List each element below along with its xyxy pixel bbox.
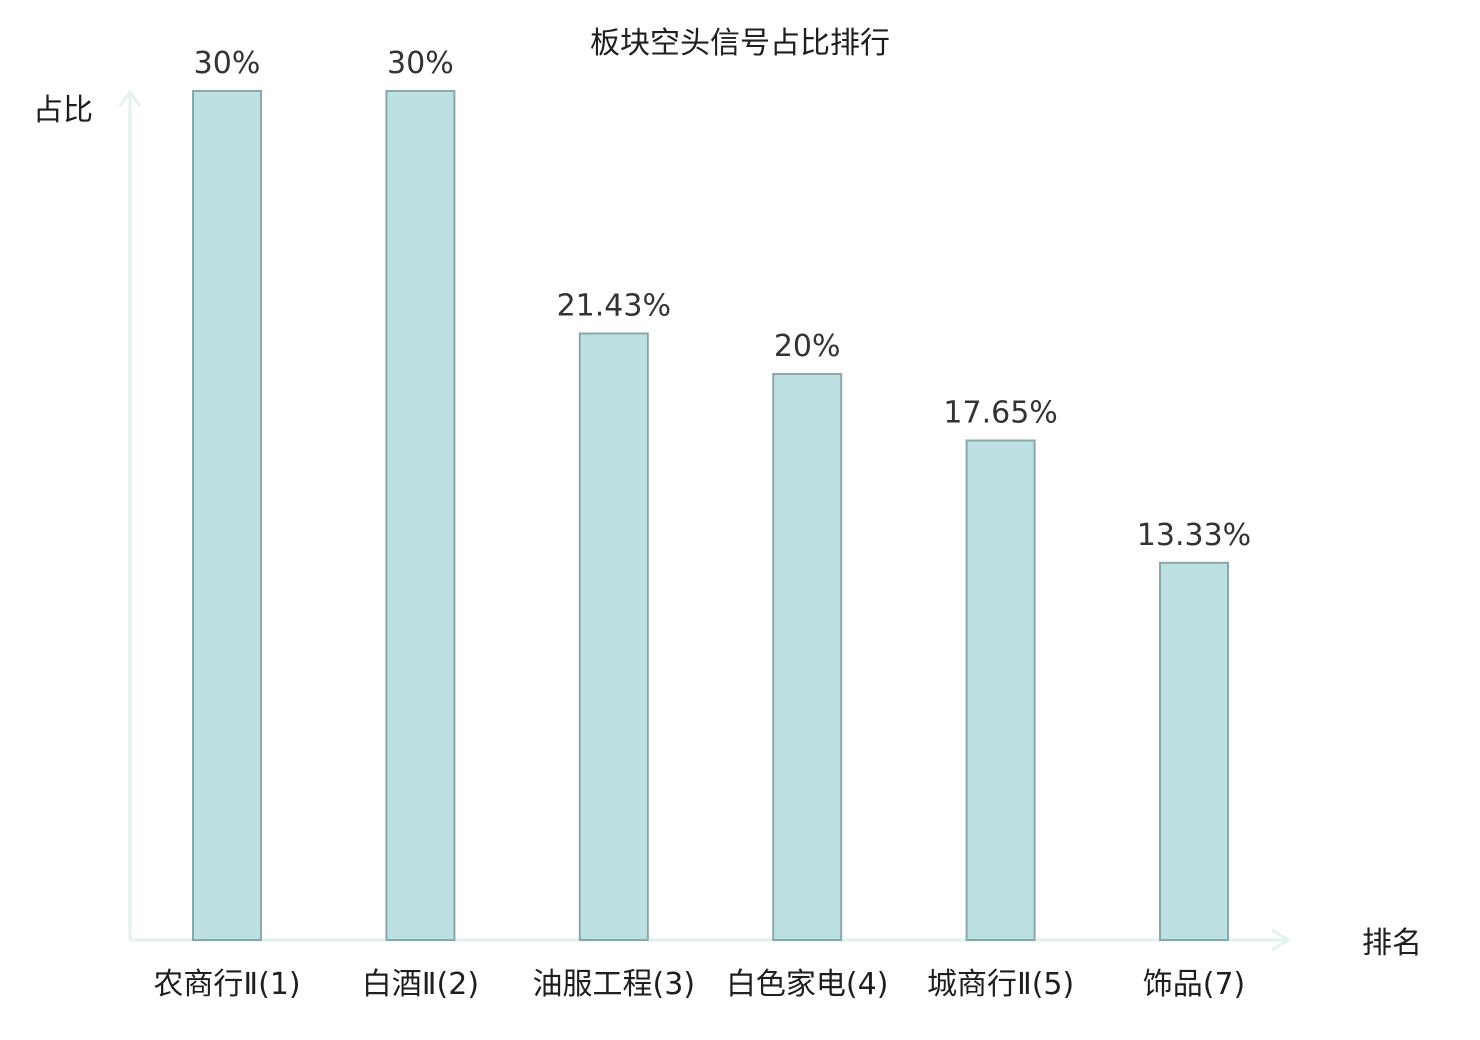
y-axis-label: 占比: [33, 93, 93, 128]
chart-title: 板块空头信号占比排行: [590, 26, 890, 61]
category-labels: 农商行Ⅱ(1) 白酒Ⅱ(2) 油服工程(3) 白色家电(4) 城商行Ⅱ(5) 饰品(7): [153, 967, 1245, 1002]
bar-value-label: 21.43%: [557, 289, 671, 324]
axes: [118, 89, 1291, 952]
bar-value-label: 30%: [387, 46, 454, 81]
x-tick-label: 饰品(7): [1143, 967, 1246, 1002]
x-axis-arrow: [1271, 928, 1291, 952]
x-axis-label: 排名: [1362, 926, 1422, 961]
x-tick-label: 城商行Ⅱ(5): [927, 967, 1074, 1002]
bar: [192, 90, 262, 941]
bar: [385, 90, 456, 941]
x-tick-label: 白色家电(4): [726, 967, 889, 1002]
bar-value-label: 17.65%: [943, 396, 1057, 431]
bar: [965, 439, 1036, 941]
x-tick-label: 农商行Ⅱ(1): [153, 967, 300, 1002]
bar-value-label: 13.33%: [1137, 518, 1251, 553]
y-axis-arrow: [118, 89, 142, 107]
bar: [1159, 561, 1229, 941]
bar: [772, 373, 843, 941]
bar-value-label: 20%: [774, 329, 841, 364]
x-tick-label: 油服工程(3): [533, 967, 696, 1002]
bars: [192, 90, 1229, 941]
bar-value-label: 30%: [194, 46, 261, 81]
value-labels: 30% 30% 21.43% 20% 17.65% 13.33%: [194, 46, 1252, 553]
bar: [578, 332, 649, 941]
x-tick-label: 白酒Ⅱ(2): [362, 967, 479, 1002]
